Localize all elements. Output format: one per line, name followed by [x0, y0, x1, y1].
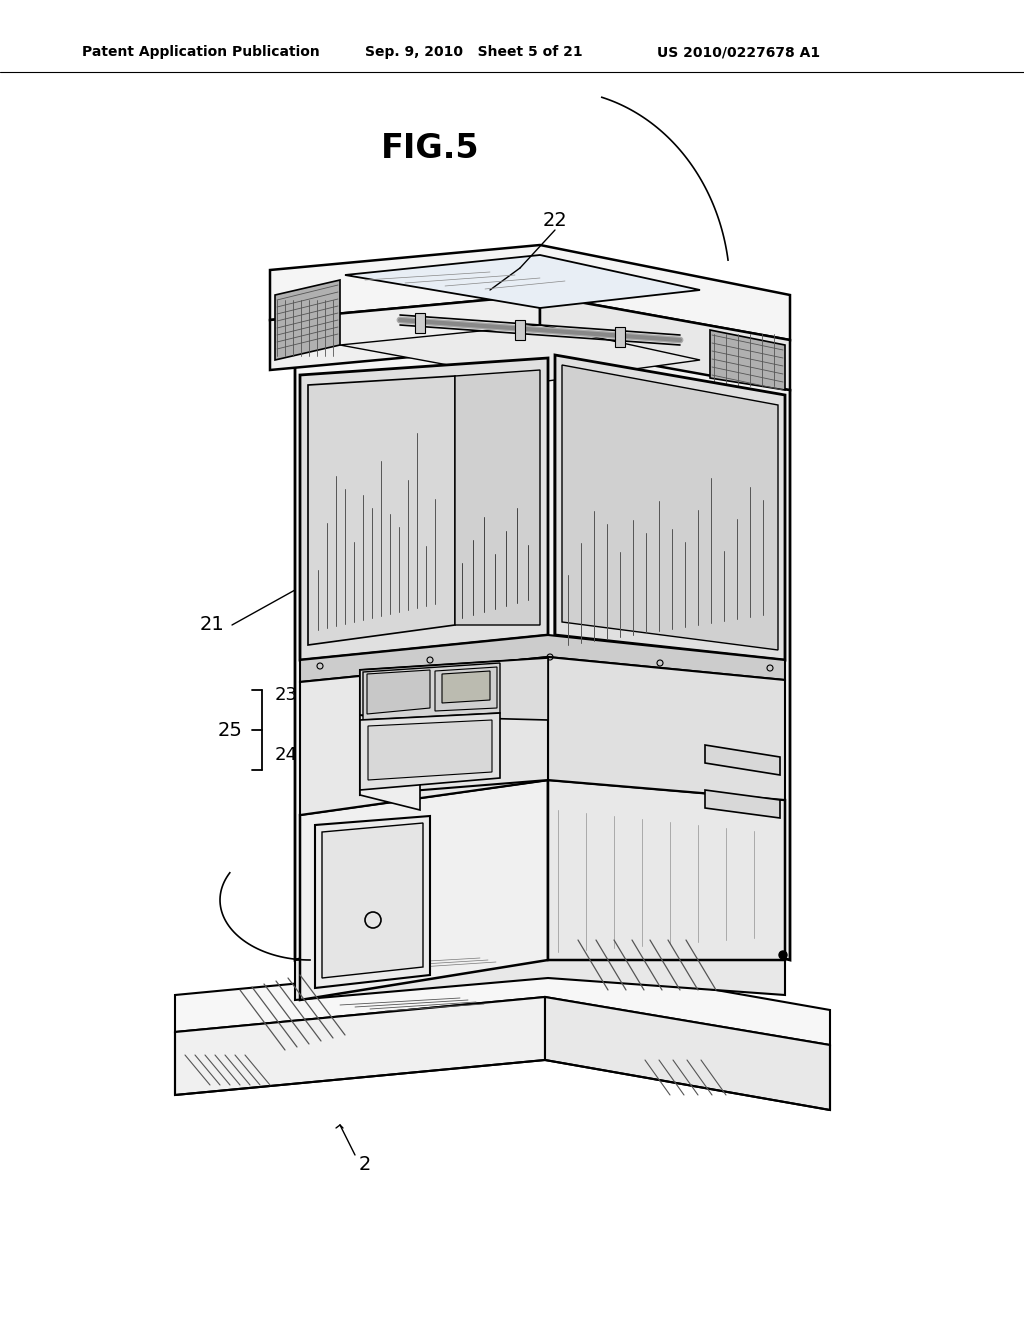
Text: 23: 23	[275, 686, 298, 704]
Polygon shape	[705, 789, 780, 818]
Polygon shape	[562, 366, 778, 649]
Polygon shape	[545, 997, 830, 1110]
Polygon shape	[300, 358, 548, 660]
Polygon shape	[362, 663, 500, 719]
Polygon shape	[175, 960, 830, 1045]
Polygon shape	[548, 657, 785, 800]
Text: 2: 2	[358, 1155, 371, 1175]
Text: Sep. 9, 2010   Sheet 5 of 21: Sep. 9, 2010 Sheet 5 of 21	[365, 45, 583, 59]
Polygon shape	[300, 635, 785, 682]
Polygon shape	[270, 294, 540, 370]
Polygon shape	[360, 715, 420, 810]
Polygon shape	[315, 816, 430, 987]
Text: US 2010/0227678 A1: US 2010/0227678 A1	[657, 45, 820, 59]
Polygon shape	[308, 376, 455, 645]
Polygon shape	[367, 671, 430, 714]
Polygon shape	[710, 330, 785, 389]
Polygon shape	[360, 657, 548, 719]
Polygon shape	[368, 719, 492, 780]
Polygon shape	[275, 280, 340, 360]
Polygon shape	[300, 780, 548, 1001]
Polygon shape	[515, 319, 525, 341]
Polygon shape	[340, 325, 700, 381]
Polygon shape	[360, 657, 548, 795]
Polygon shape	[295, 940, 785, 1001]
Polygon shape	[548, 780, 785, 960]
Polygon shape	[615, 327, 625, 347]
Text: 25: 25	[218, 721, 243, 739]
Text: 22: 22	[543, 210, 567, 230]
Polygon shape	[360, 713, 500, 789]
Polygon shape	[455, 370, 540, 624]
Polygon shape	[270, 246, 790, 341]
Polygon shape	[175, 997, 545, 1096]
Polygon shape	[345, 255, 700, 308]
Text: Patent Application Publication: Patent Application Publication	[82, 45, 319, 59]
Text: 21: 21	[200, 615, 224, 635]
Circle shape	[779, 950, 787, 960]
Polygon shape	[435, 667, 497, 711]
Polygon shape	[705, 744, 780, 775]
Polygon shape	[540, 294, 790, 389]
Text: FIG.5: FIG.5	[381, 132, 479, 165]
Polygon shape	[300, 657, 548, 814]
Polygon shape	[555, 330, 790, 960]
Text: 24: 24	[275, 746, 298, 764]
Polygon shape	[295, 330, 555, 960]
Polygon shape	[555, 355, 785, 660]
Polygon shape	[322, 822, 423, 978]
Polygon shape	[415, 313, 425, 333]
Polygon shape	[442, 671, 490, 704]
